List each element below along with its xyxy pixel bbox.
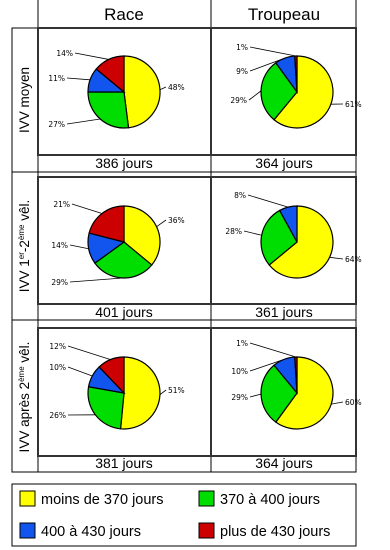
pie-slice-label: 9% (236, 67, 248, 76)
pie-slice-2 (94, 241, 153, 279)
pie-leader-line (74, 52, 109, 60)
days-label-r1-race: 386 jours (95, 155, 153, 171)
pie-leader-line (249, 359, 284, 372)
pie-r1-race: 48% 27% 11% 14% (48, 49, 184, 129)
pie-leader-line (159, 389, 167, 396)
column-header-race: Race (104, 5, 144, 24)
legend-label-3: 400 à 430 jours (41, 524, 141, 540)
pie-leader-line (66, 77, 91, 81)
pie-slice-label: 36% (168, 216, 185, 225)
pie-leader-line (249, 57, 285, 72)
legend-label-2: 370 à 400 jours (220, 492, 320, 508)
pie-slice-label: 48% (168, 83, 185, 92)
pie-r3-troupeau: 60% 29% 10% 1% (231, 339, 362, 430)
pie-slice-label: 29% (231, 393, 248, 402)
days-label-r2-race: 401 jours (95, 304, 153, 320)
pie-leader-line (329, 256, 344, 260)
days-label-r1-troupeau: 364 jours (255, 155, 313, 171)
pie-slice-label: 51% (168, 386, 185, 395)
legend-swatch-yellow (19, 490, 36, 507)
legend-frame (11, 483, 357, 547)
pie-slice-label: 11% (48, 74, 65, 83)
pie-slice-label: 1% (236, 339, 248, 348)
row-label-1: IVV moyen (17, 67, 32, 133)
pie-slice-label: 10% (231, 367, 248, 376)
legend-item-moins-370: moins de 370 jours (19, 490, 164, 508)
pie-leader-line (156, 219, 167, 227)
pie-slice-4 (95, 55, 125, 94)
days-label-r2-troupeau: 361 jours (255, 304, 313, 320)
column-header-troupeau: Troupeau (248, 5, 320, 24)
pie-slice-label: 29% (51, 278, 68, 287)
pie-r2-race: 36% 29% 14% 21% (51, 200, 184, 287)
pies-layer: 48% 27% 11% 14% 61% 29% 9% 1% 36% 29% 14% 21% 64% 28%… (48, 43, 362, 430)
pie-leader-line (247, 194, 289, 208)
pie-slice-1 (123, 55, 161, 129)
pie-slice-1 (273, 55, 334, 129)
pie-slice-2 (87, 386, 125, 430)
pie-slice-label: 29% (230, 96, 247, 105)
pie-slice-label: 28% (225, 227, 242, 236)
legend-item-plus-430: plus de 430 jours (198, 522, 330, 540)
pie-slice-1 (123, 205, 161, 266)
pie-slice-label: 64% (345, 255, 362, 264)
legend-swatch-blue (19, 522, 36, 539)
legend-swatch-green (198, 490, 215, 507)
pie-slice-label: 26% (49, 411, 66, 420)
pie-leader-line (243, 230, 262, 236)
pie-leader-line (69, 244, 89, 250)
pie-slice-1 (119, 356, 161, 430)
pie-panel-r1-troupeau (210, 27, 357, 156)
legend-label-4: plus de 430 jours (220, 524, 330, 540)
pie-slice-label: 27% (48, 120, 65, 129)
pie-slice-1 (268, 205, 334, 279)
pie-panel-r2-troupeau (210, 176, 357, 305)
pie-slice-label: 12% (49, 342, 66, 351)
pie-slice-label: 14% (51, 241, 68, 250)
pie-leader-line (249, 342, 296, 358)
pie-leader-line (67, 366, 93, 377)
legend-label-1: moins de 370 jours (41, 492, 164, 508)
pie-leader-line (249, 393, 262, 398)
pie-slice-label: 21% (53, 200, 70, 209)
pie-slice-4 (98, 356, 125, 395)
pie-slice-label: 8% (234, 191, 246, 200)
pie-slice-label: 61% (345, 100, 362, 109)
legend-item-400-430: 400 à 430 jours (19, 522, 141, 540)
legend-swatch-red (198, 522, 215, 539)
pie-slice-2 (260, 209, 298, 266)
pie-leader-line (331, 401, 344, 405)
pie-leader-line (248, 90, 262, 101)
days-label-r3-race: 381 jours (95, 455, 153, 471)
pie-r2-troupeau: 64% 28% 8% (225, 191, 362, 279)
pie-slice-label: 60% (345, 398, 362, 407)
row-label-2: IVV 1er-2ème vêl. (17, 200, 32, 293)
pie-leader-line (71, 203, 103, 214)
pie-leader-line (69, 277, 123, 283)
pie-slice-label: 1% (236, 43, 248, 52)
pie-slice-label: 10% (49, 363, 66, 372)
days-label-r3-troupeau: 364 jours (255, 455, 313, 471)
pie-leader-line (159, 86, 167, 91)
legend-item-370-400: 370 à 400 jours (198, 490, 320, 508)
pie-r1-troupeau: 61% 29% 9% 1% (230, 43, 362, 129)
pie-leader-line (249, 46, 296, 57)
pie-leader-line (67, 345, 111, 360)
pie-panel-r3-troupeau (210, 327, 357, 457)
row-label-3: IVV après 2ème vêl. (17, 342, 32, 453)
pie-slice-label: 14% (56, 49, 73, 58)
pie-leader-line (66, 118, 101, 125)
pie-r3-race: 51% 26% 10% 12% (49, 342, 185, 430)
pie-slice-2 (87, 91, 130, 129)
